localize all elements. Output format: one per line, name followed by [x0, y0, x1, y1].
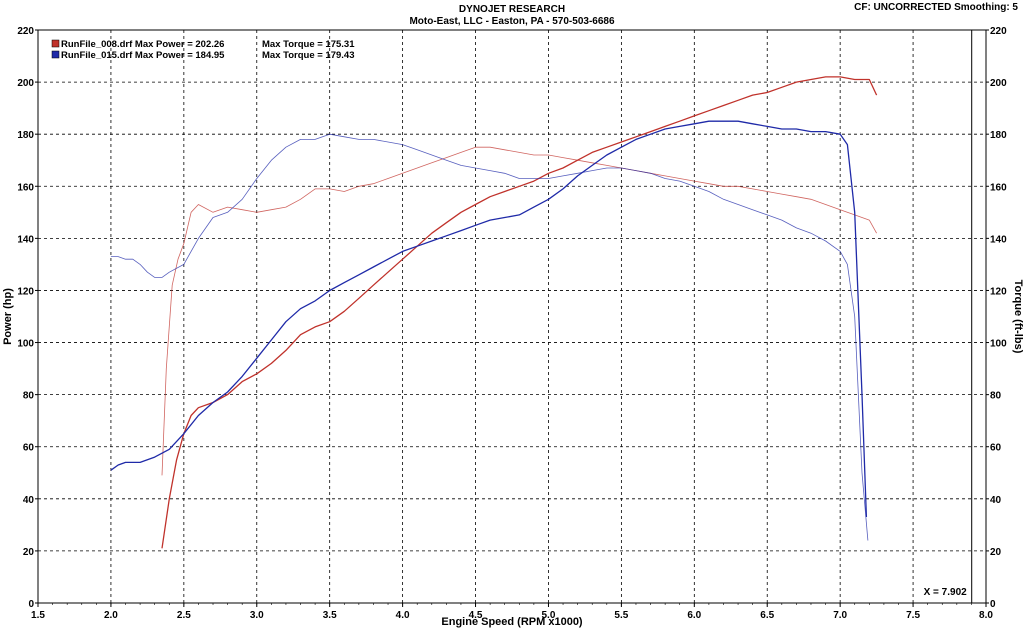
legend-torque-run008: Max Torque = 175.31 [262, 39, 355, 50]
y-tick-label: 140 [17, 234, 34, 245]
series-line-run015-power [110, 120, 868, 518]
y-axis-label: Power (hp) [2, 288, 14, 345]
chart-legend: RunFile_008.drf Max Power = 202.26 Max T… [51, 39, 355, 61]
correction-info: CF: UNCORRECTED Smoothing: 5 [854, 2, 1018, 13]
x-axis-label: Engine Speed (RPM x1000) [441, 616, 583, 628]
y2-tick-label: 80 [990, 391, 1002, 402]
legend-swatch-run015 [51, 50, 60, 59]
y2-tick-label: 220 [990, 26, 1007, 37]
x-tick-label: 1.5 [31, 610, 45, 621]
y-tick-label: 20 [23, 547, 35, 558]
legend-swatch-run008 [51, 39, 60, 48]
x-tick-label: 7.0 [833, 610, 847, 621]
grid-layer [38, 30, 986, 603]
x-tick-label: 7.5 [906, 610, 920, 621]
x-tick-label: 6.5 [760, 610, 774, 621]
y2-axis-label: Torque (ft-lbs) [1012, 280, 1024, 354]
y-tick-label: 220 [17, 26, 34, 37]
plot-frame [37, 29, 987, 604]
series-line-run008-torque [161, 146, 877, 476]
y2-tick-label: 160 [990, 182, 1007, 193]
x-tick-label: 5.5 [614, 610, 628, 621]
y2-tick-label: 20 [990, 547, 1002, 558]
series-line-run015-torque [110, 133, 869, 541]
x-tick-label: 4.5 [469, 610, 483, 621]
y-tick-label: 180 [17, 130, 34, 141]
y-tick-label: 200 [17, 78, 34, 89]
y2-tick-label: 60 [990, 443, 1002, 454]
x-tick-label: 6.0 [687, 610, 701, 621]
legend-torque-run015: Max Torque = 179.43 [262, 50, 355, 61]
x-tick-label: 4.0 [396, 610, 410, 621]
tick-layer: 1.5 2.0 2.5 3.0 3.5 4.0 4.5 5.0 5.5 6.0 6.5 7.0 7.5 8… [17, 26, 1007, 621]
y2-tick-label: 40 [990, 495, 1002, 506]
y-tick-label: 100 [17, 339, 34, 350]
y-tick-label: 160 [17, 182, 34, 193]
x-tick-label: 5.0 [542, 610, 556, 621]
y2-tick-label: 100 [990, 339, 1007, 350]
legend-power-run008: RunFile_008.drf Max Power = 202.26 [61, 39, 224, 50]
y-tick-label: 80 [23, 391, 35, 402]
x-tick-label: 8.0 [979, 610, 993, 621]
cursor-layer: X = 7.902 [924, 30, 973, 603]
y2-tick-label: 140 [990, 234, 1007, 245]
y2-tick-label: 200 [990, 78, 1007, 89]
x-tick-label: 2.5 [177, 610, 191, 621]
cursor-label: X = 7.902 [924, 587, 968, 598]
x-tick-label: 2.0 [104, 610, 118, 621]
series-line-run008-power [161, 76, 878, 549]
y2-tick-label: 180 [990, 130, 1007, 141]
y-tick-label: 120 [17, 286, 34, 297]
x-tick-label: 3.5 [323, 610, 337, 621]
y-tick-label: 0 [28, 599, 34, 610]
y2-tick-label: 0 [990, 599, 996, 610]
series-layer [110, 76, 878, 549]
x-tick-label: 3.0 [250, 610, 264, 621]
chart-subtitle: Moto-East, LLC - Easton, PA - 570-503-66… [409, 16, 615, 27]
y-tick-label: 60 [23, 443, 35, 454]
chart-title: DYNOJET RESEARCH [458, 4, 566, 15]
y-tick-label: 40 [23, 495, 35, 506]
y2-tick-label: 120 [990, 286, 1007, 297]
legend-power-run015: RunFile_015.drf Max Power = 184.95 [61, 50, 225, 61]
